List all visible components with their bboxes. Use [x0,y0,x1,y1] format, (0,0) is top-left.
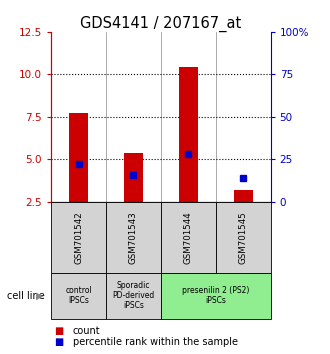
Text: GSM701543: GSM701543 [129,211,138,264]
Text: GSM701542: GSM701542 [74,211,83,264]
Bar [124,153,143,202]
Text: presenilin 2 (PS2)
iPSCs: presenilin 2 (PS2) iPSCs [182,286,249,305]
Text: percentile rank within the sample: percentile rank within the sample [73,337,238,347]
Text: cell line: cell line [7,291,44,301]
Title: GDS4141 / 207167_at: GDS4141 / 207167_at [80,16,242,32]
Bar [179,67,198,202]
Text: GSM701544: GSM701544 [184,211,193,264]
Text: ■: ■ [54,326,64,336]
Text: control
IPSCs: control IPSCs [65,286,92,305]
Text: count: count [73,326,100,336]
Text: Sporadic
PD-derived
iPSCs: Sporadic PD-derived iPSCs [112,281,154,310]
Text: ■: ■ [54,337,64,347]
Text: ▶: ▶ [36,291,43,301]
Bar [69,113,88,202]
Text: GSM701545: GSM701545 [239,211,248,264]
Bar [234,190,253,202]
